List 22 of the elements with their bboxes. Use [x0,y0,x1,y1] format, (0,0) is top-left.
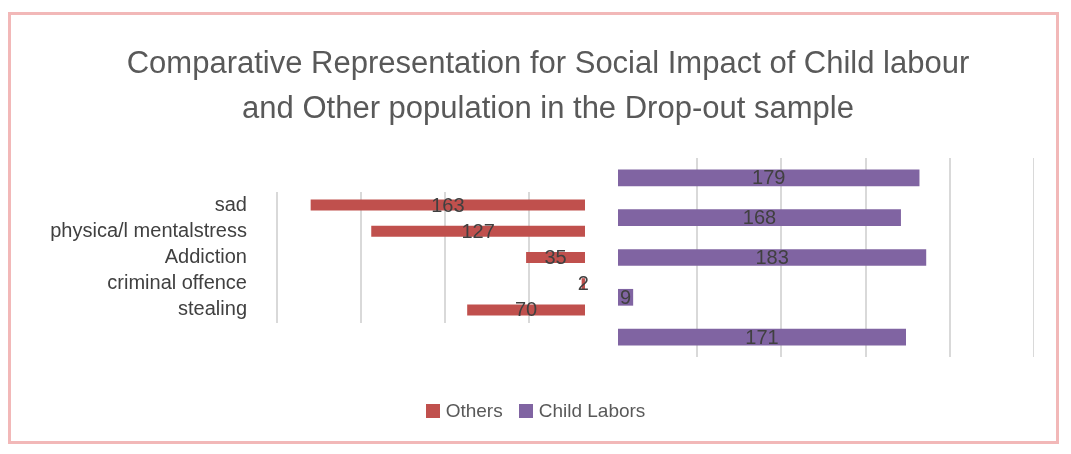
data-label: 179 [752,166,786,189]
bar [618,209,901,227]
y-tick-label: Addiction [164,245,247,268]
bar [618,169,920,187]
data-label: 9 [620,285,632,308]
bar [467,304,585,316]
y-tick-label: stealing [178,297,247,320]
bar [618,328,906,346]
chart-title: Comparative Representation for Social Impact of Child labour and Other population in the Drop-out sample [125,44,971,127]
bar [371,225,585,237]
y-tick-label: criminal offence [107,271,247,294]
y-tick-label: physica/l mentalstress [50,218,247,241]
legend-label: Others [444,400,503,422]
data-label: 35 [544,246,567,269]
data-label: 168 [742,206,777,229]
bar [618,249,927,266]
data-label: 127 [461,219,495,242]
legend-label: Child Labors [537,400,646,422]
data-label: 70 [514,298,538,321]
data-label: 171 [745,325,779,348]
data-label: 183 [755,246,789,269]
y-tick-label: sad [214,192,247,215]
